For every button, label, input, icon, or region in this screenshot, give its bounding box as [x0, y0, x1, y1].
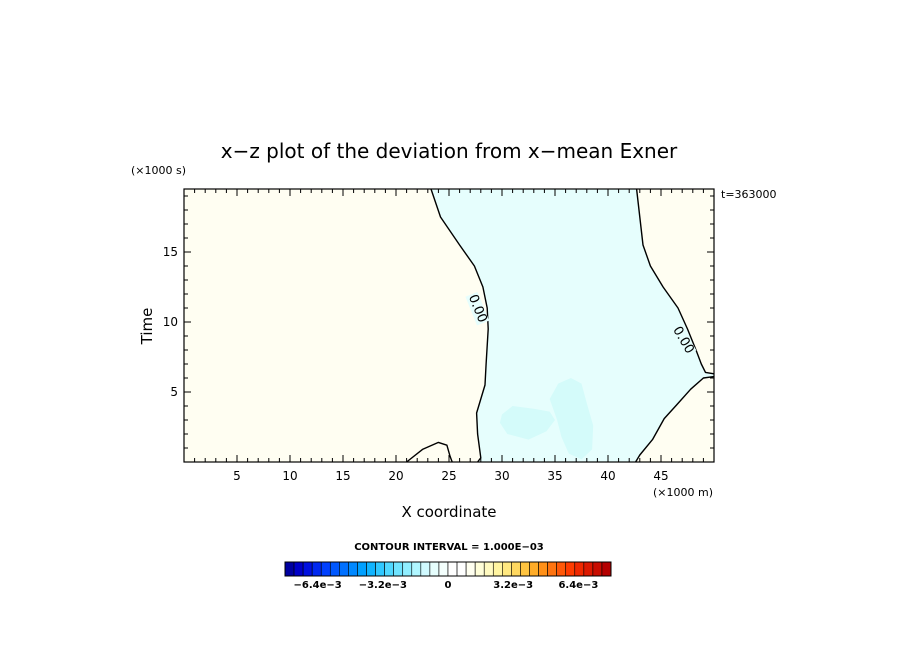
- colorbar: CONTOUR INTERVAL = 1.000E−03 −6.4e−3 −3.2…: [284, 542, 612, 591]
- x-axis-label: X coordinate: [401, 503, 496, 521]
- colorbar-cell: [429, 561, 440, 577]
- colorbar-cell: [420, 561, 431, 577]
- x-tick-label: 45: [653, 469, 668, 483]
- contour-line: [406, 441, 453, 463]
- y-tick-label: 5: [170, 385, 178, 399]
- contour-line: [635, 188, 715, 375]
- contour-label-bg: [669, 323, 697, 357]
- colorbar-cell: [393, 561, 404, 577]
- x-tick-label: 40: [600, 469, 615, 483]
- colorbar-cell: [311, 561, 322, 577]
- y-unit-label: (×1000 s): [131, 164, 186, 177]
- negative-patch: [549, 378, 594, 460]
- time-label: t=363000: [721, 188, 777, 201]
- colorbar-cell: [438, 561, 449, 577]
- y-tick-label: 10: [163, 315, 178, 329]
- stronger-negative-patches: [499, 378, 594, 460]
- colorbar-cell: [348, 561, 358, 577]
- colorbar-cell: [529, 561, 539, 577]
- y-axis-ticks: 5 10 15: [163, 195, 714, 463]
- y-tick-label: 15: [163, 245, 178, 259]
- negative-region: [431, 189, 714, 462]
- colorbar-tick-label: 3.2e−3: [493, 580, 533, 591]
- colorbar-cell: [601, 561, 612, 577]
- colorbar-cell: [474, 561, 485, 577]
- colorbar-cell: [456, 561, 467, 577]
- x-tick-label: 35: [547, 469, 562, 483]
- colorbar-cell: [284, 561, 295, 577]
- colorbar-tick-labels: −6.4e−3 −3.2e−3 0 3.2e−3 6.4e−3: [293, 580, 598, 591]
- colorbar-cell: [465, 561, 476, 577]
- contour-lines: [406, 188, 715, 463]
- colorbar-cell: [583, 561, 594, 577]
- colorbar-cell: [492, 561, 503, 577]
- colorbar-cell: [502, 561, 512, 577]
- colorbar-cell: [565, 561, 576, 577]
- colorbar-cell: [538, 561, 548, 577]
- colorbar-cell: [375, 561, 385, 577]
- colorbar-cell: [411, 561, 422, 577]
- colorbar-tick-label: 6.4e−3: [558, 580, 598, 591]
- colorbar-cell: [293, 561, 304, 577]
- colorbar-cell: [329, 561, 340, 577]
- x-axis-ticks: 5 10 15 20 25 30 35 40 45: [183, 189, 715, 483]
- colorbar-cell: [483, 561, 494, 577]
- colorbar-tick-label: −6.4e−3: [293, 580, 341, 591]
- colorbar-cell: [302, 561, 313, 577]
- colorbar-cell: [592, 561, 603, 577]
- contour-label-bg: [465, 291, 490, 326]
- colorbar-cell: [574, 561, 585, 577]
- x-tick-label: 15: [335, 469, 350, 483]
- colorbar-cell: [320, 561, 331, 577]
- contour-line: [634, 375, 715, 463]
- x-tick-label: 25: [441, 469, 456, 483]
- x-tick-label: 20: [388, 469, 403, 483]
- negative-patch: [499, 406, 555, 440]
- colorbar-frame: [284, 561, 612, 577]
- x-tick-label: 5: [233, 469, 241, 483]
- contour-line: [430, 188, 489, 463]
- colorbar-cell: [547, 561, 557, 577]
- x-tick-label: 10: [282, 469, 297, 483]
- colorbar-cells: [284, 561, 612, 577]
- colorbar-cell: [339, 561, 349, 577]
- colorbar-cell: [511, 561, 521, 577]
- chart-title: x−z plot of the deviation from x−mean Ex…: [221, 139, 678, 163]
- x-unit-label: (×1000 m): [653, 486, 713, 499]
- x-tick-label: 30: [494, 469, 509, 483]
- colorbar-tick-label: −3.2e−3: [359, 580, 407, 591]
- y-axis-label: Time: [138, 308, 156, 346]
- colorbar-title: CONTOUR INTERVAL = 1.000E−03: [354, 542, 544, 553]
- colorbar-tick-label: 0: [445, 580, 452, 591]
- colorbar-cell: [384, 561, 394, 577]
- colorbar-cell: [366, 561, 376, 577]
- colorbar-cell: [556, 561, 567, 577]
- colorbar-cell: [520, 561, 530, 577]
- colorbar-cell: [447, 561, 458, 577]
- colorbar-cell: [357, 561, 367, 577]
- colorbar-cell: [402, 561, 413, 577]
